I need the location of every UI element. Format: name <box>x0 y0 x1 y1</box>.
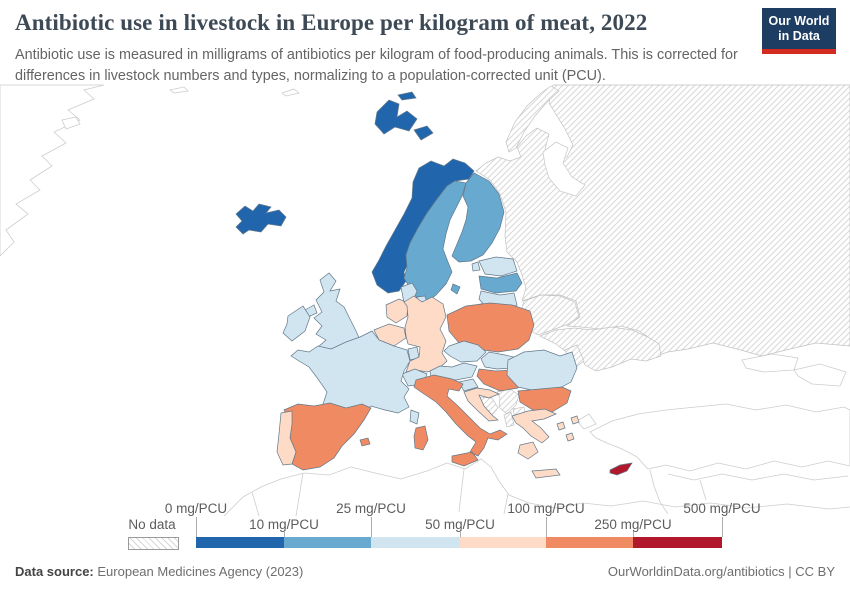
map-decor-greenland <box>0 84 105 257</box>
map-country-netherlands[interactable] <box>385 298 409 324</box>
map-country-croatia[interactable] <box>463 387 500 422</box>
map-country-czechia[interactable] <box>443 340 487 363</box>
legend-color-segment-25-50[interactable] <box>371 537 460 548</box>
legend-color-segment-100-250[interactable] <box>546 537 633 548</box>
map-country-greece[interactable] <box>511 408 580 479</box>
owid-logo[interactable]: Our World in Data <box>762 8 836 54</box>
owid-logo-line1: Our World <box>768 14 830 28</box>
map-country-romania[interactable] <box>506 349 578 392</box>
legend-color-segment-10-25[interactable] <box>284 537 371 548</box>
map-country-france[interactable] <box>290 330 420 425</box>
map-decor-island <box>61 116 81 130</box>
map-decor-island <box>169 86 189 94</box>
map-country-portugal[interactable] <box>276 410 297 466</box>
map-country-spain[interactable] <box>283 402 372 471</box>
map-country-finland[interactable] <box>451 172 505 263</box>
map-country-italy[interactable] <box>413 374 508 467</box>
data-source-label: Data source: <box>15 564 94 579</box>
credit-link[interactable]: OurWorldinData.org/antibiotics | CC BY <box>607 564 835 579</box>
map-decor-island <box>281 88 300 97</box>
map-country-novaya-zemlya[interactable] <box>505 85 560 153</box>
map-country-iceland[interactable] <box>235 203 287 235</box>
map-country-russia[interactable] <box>475 84 850 357</box>
map-country-slovenia[interactable] <box>458 378 479 392</box>
data-source-value[interactable]: European Medicines Agency (2023) <box>97 564 304 579</box>
map-decor-mideast <box>649 469 849 515</box>
page-title: Antibiotic use in livestock in Europe pe… <box>15 10 648 35</box>
legend-color-segment-50-100[interactable] <box>460 537 546 548</box>
map-country-latvia[interactable] <box>478 272 523 294</box>
map-country-svalbard[interactable] <box>374 91 434 141</box>
legend-color-segment-250-500[interactable] <box>633 537 722 548</box>
legend-color-segment-0-10[interactable] <box>196 537 284 548</box>
map-country-bulgaria[interactable] <box>517 386 572 413</box>
data-source: Data source: European Medicines Agency (… <box>15 564 303 579</box>
map-decor-caucasus <box>741 353 799 373</box>
map-country-germany[interactable] <box>403 295 448 373</box>
map-decor-caucasus <box>793 363 847 387</box>
map-decor-turkey <box>576 413 597 430</box>
chart-subtitle: Antibiotic use is measured in milligrams… <box>15 47 738 85</box>
map-decor-white-sea <box>542 141 586 197</box>
map-decor-turkey <box>589 403 850 472</box>
map-country-albania[interactable] <box>503 411 515 428</box>
map-country-sweden[interactable] <box>403 180 467 304</box>
map-country-serbia[interactable] <box>496 388 520 415</box>
owid-logo-line2: in Data <box>778 29 820 43</box>
map-country-ireland[interactable] <box>282 305 311 342</box>
map-country-estonia[interactable] <box>471 256 518 277</box>
map-decor-africa-borders <box>251 468 509 517</box>
map-country-cyprus[interactable] <box>609 462 633 476</box>
map-decor-africa-coast <box>223 458 850 517</box>
